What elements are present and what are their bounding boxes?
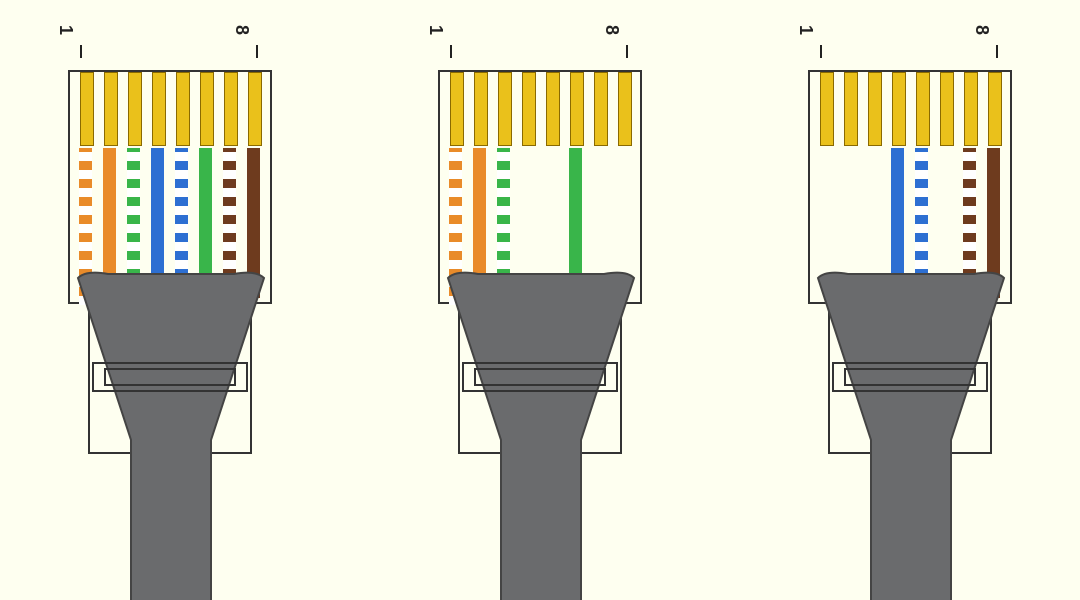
connector-2: 18 <box>440 30 640 590</box>
contact-pin-1 <box>450 72 464 146</box>
contact-pin-5 <box>176 72 190 146</box>
contact-pin-1 <box>80 72 94 146</box>
pin-label-8: 8 <box>601 25 622 35</box>
contact-pin-7 <box>964 72 978 146</box>
contact-pin-5 <box>546 72 560 146</box>
contact-pin-1 <box>820 72 834 146</box>
pin-label-8: 8 <box>971 25 992 35</box>
contact-pin-8 <box>988 72 1002 146</box>
contacts-row <box>74 72 266 144</box>
contacts-row <box>444 72 636 144</box>
clip-inner <box>104 368 236 386</box>
contact-pin-2 <box>844 72 858 146</box>
contact-pin-7 <box>594 72 608 146</box>
contact-pin-3 <box>868 72 882 146</box>
contact-pin-6 <box>200 72 214 146</box>
diagram-stage: { "canvas": { "width": 1080, "height": 6… <box>0 0 1080 600</box>
contact-pin-2 <box>104 72 118 146</box>
contact-pin-8 <box>248 72 262 146</box>
contact-pin-6 <box>570 72 584 146</box>
pin-label-1: 1 <box>55 25 76 35</box>
contact-pin-6 <box>940 72 954 146</box>
pin-label-1: 1 <box>795 25 816 35</box>
pin-label-1: 1 <box>425 25 446 35</box>
cable-boot <box>66 270 276 600</box>
contact-pin-8 <box>618 72 632 146</box>
connector-3: 18 <box>810 30 1010 590</box>
clip-inner <box>844 368 976 386</box>
clip-inner <box>474 368 606 386</box>
contact-pin-4 <box>522 72 536 146</box>
pin-label-8: 8 <box>231 25 252 35</box>
contact-pin-2 <box>474 72 488 146</box>
contact-pin-4 <box>152 72 166 146</box>
cable-boot <box>436 270 646 600</box>
contact-pin-4 <box>892 72 906 146</box>
contact-pin-7 <box>224 72 238 146</box>
connector-1: 18 <box>70 30 270 590</box>
contact-pin-5 <box>916 72 930 146</box>
contact-pin-3 <box>498 72 512 146</box>
cable-boot <box>806 270 1016 600</box>
contact-pin-3 <box>128 72 142 146</box>
contacts-row <box>814 72 1006 144</box>
